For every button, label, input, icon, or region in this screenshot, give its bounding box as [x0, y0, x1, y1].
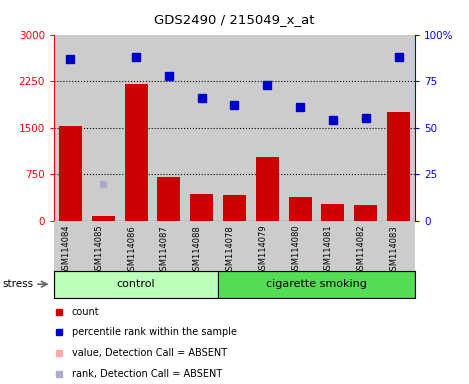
- Bar: [256, 157, 279, 221]
- Bar: [251, 35, 284, 221]
- Bar: [190, 194, 213, 221]
- Text: GSM114086: GSM114086: [127, 225, 136, 276]
- Bar: [354, 205, 377, 221]
- Bar: [157, 177, 180, 221]
- Bar: [54, 271, 218, 298]
- Text: GSM114084: GSM114084: [61, 225, 70, 275]
- Bar: [218, 271, 415, 298]
- Bar: [54, 35, 87, 221]
- Text: cigarette smoking: cigarette smoking: [266, 279, 367, 289]
- Bar: [349, 35, 382, 221]
- Bar: [152, 35, 185, 221]
- Text: GSM114087: GSM114087: [160, 225, 169, 276]
- Text: GSM114079: GSM114079: [258, 225, 267, 275]
- Text: GSM114083: GSM114083: [390, 225, 399, 276]
- Bar: [59, 126, 82, 221]
- Text: GSM114080: GSM114080: [291, 225, 300, 275]
- Bar: [120, 35, 152, 221]
- Text: GSM114085: GSM114085: [94, 225, 103, 275]
- Bar: [288, 197, 311, 221]
- Bar: [124, 84, 147, 221]
- Text: GSM114082: GSM114082: [357, 225, 366, 275]
- Bar: [223, 195, 246, 221]
- Text: control: control: [117, 279, 155, 289]
- Text: value, Detection Call = ABSENT: value, Detection Call = ABSENT: [72, 348, 227, 358]
- Bar: [317, 35, 349, 221]
- Bar: [382, 35, 415, 221]
- Text: count: count: [72, 307, 99, 317]
- Text: GSM114081: GSM114081: [324, 225, 333, 275]
- Text: percentile rank within the sample: percentile rank within the sample: [72, 328, 237, 338]
- Bar: [185, 35, 218, 221]
- Text: GSM114078: GSM114078: [226, 225, 234, 276]
- Bar: [387, 112, 410, 221]
- Bar: [87, 35, 120, 221]
- Bar: [91, 216, 114, 221]
- Text: stress: stress: [2, 279, 33, 289]
- Text: rank, Detection Call = ABSENT: rank, Detection Call = ABSENT: [72, 369, 222, 379]
- Bar: [284, 35, 317, 221]
- Bar: [218, 35, 251, 221]
- Text: GDS2490 / 215049_x_at: GDS2490 / 215049_x_at: [154, 13, 315, 26]
- Bar: [321, 204, 344, 221]
- Text: GSM114088: GSM114088: [193, 225, 202, 276]
